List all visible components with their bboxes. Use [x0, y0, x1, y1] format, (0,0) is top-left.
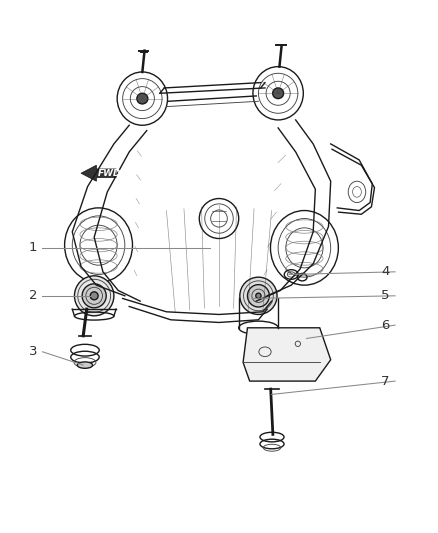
Polygon shape: [81, 165, 116, 181]
Text: 2: 2: [28, 289, 37, 302]
Ellipse shape: [256, 293, 261, 298]
Text: 6: 6: [381, 319, 390, 332]
Ellipse shape: [82, 284, 106, 308]
Text: 7: 7: [381, 375, 390, 387]
Polygon shape: [243, 328, 331, 381]
Text: 3: 3: [28, 345, 37, 358]
Ellipse shape: [77, 362, 93, 368]
Ellipse shape: [240, 277, 277, 314]
Ellipse shape: [74, 276, 114, 316]
Text: 1: 1: [28, 241, 37, 254]
Text: FWD: FWD: [98, 169, 121, 177]
Ellipse shape: [137, 93, 148, 104]
Ellipse shape: [272, 88, 284, 99]
Text: 5: 5: [381, 289, 390, 302]
Ellipse shape: [90, 292, 98, 300]
Text: 4: 4: [381, 265, 390, 278]
Ellipse shape: [247, 285, 269, 307]
